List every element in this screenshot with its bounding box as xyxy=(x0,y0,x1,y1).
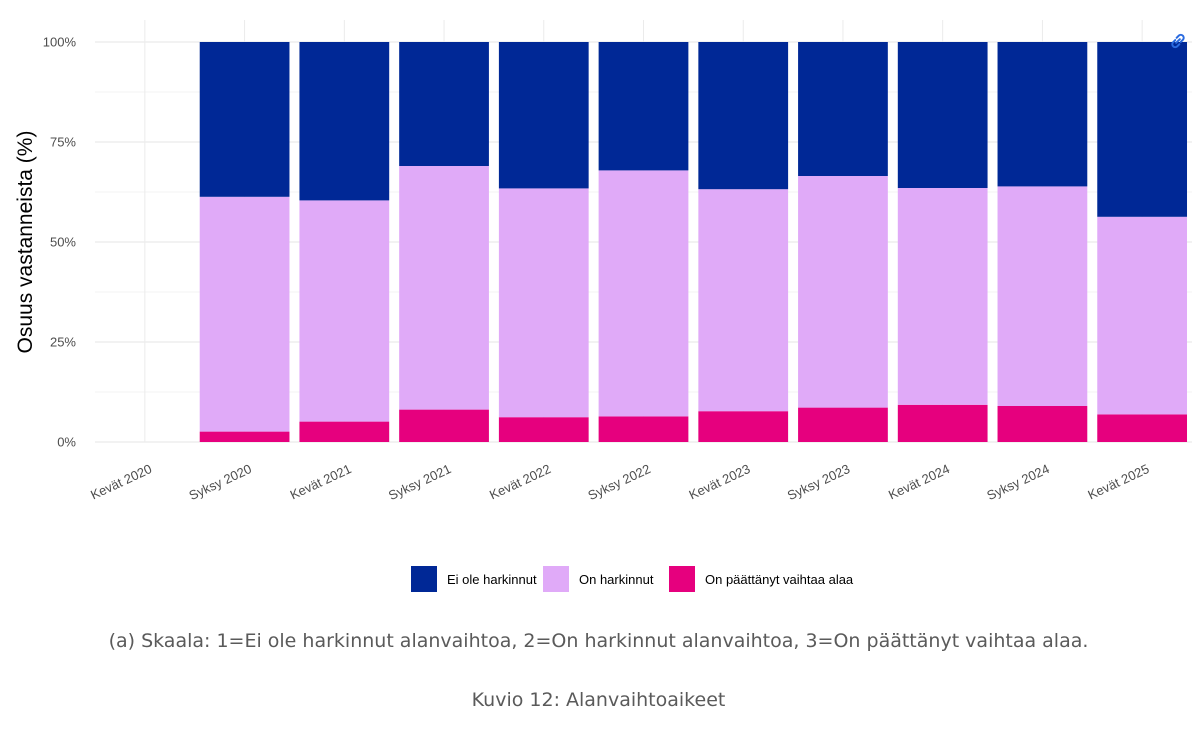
bar-segment xyxy=(299,200,390,422)
x-tick-label: Kevät 2021 xyxy=(288,461,354,502)
bar-segment xyxy=(897,188,988,405)
bar-segment xyxy=(598,42,689,171)
bar-segment xyxy=(399,409,489,442)
bar-segment xyxy=(698,189,789,412)
x-tick-label: Kevät 2024 xyxy=(886,461,952,502)
y-tick-label: 75% xyxy=(50,135,76,150)
subcaption: (a) Skaala: 1=Ei ole harkinnut alanvaiht… xyxy=(108,630,1089,652)
bar-segment xyxy=(598,170,689,417)
link-icon[interactable] xyxy=(1167,30,1189,52)
x-tick-label: Kevät 2020 xyxy=(88,461,154,502)
bar-segment xyxy=(997,42,1088,187)
bar-segment xyxy=(399,42,489,166)
bar-segment xyxy=(798,407,888,442)
bar-segment xyxy=(199,196,290,432)
bar-segment xyxy=(997,406,1088,442)
x-tick-label: Kevät 2023 xyxy=(687,461,753,502)
x-tick-label: Syksy 2021 xyxy=(386,461,453,503)
bar-segment xyxy=(199,42,290,197)
bar-segment xyxy=(1097,216,1188,415)
x-tick-label: Syksy 2024 xyxy=(984,461,1051,503)
bar-segment xyxy=(399,166,489,410)
bar-segment xyxy=(1097,42,1188,217)
x-axis-ticks: Kevät 2020 Syksy 2020 Kevät 2021 Syksy 2021… xyxy=(88,461,1151,503)
bar-segment xyxy=(199,431,290,442)
x-tick-label: Syksy 2020 xyxy=(187,461,254,503)
legend-label: On päättänyt vaihtaa alaa xyxy=(705,572,854,587)
bar-segment xyxy=(897,42,988,188)
legend-swatch xyxy=(411,566,437,592)
bar-segment xyxy=(299,42,390,201)
x-tick-label: Kevät 2022 xyxy=(487,461,553,502)
y-axis-ticks: 0% 25% 50% 75% 100% xyxy=(43,35,77,450)
y-tick-label: 0% xyxy=(57,435,76,450)
bars xyxy=(199,42,1188,442)
legend-label: On harkinnut xyxy=(579,572,654,587)
y-tick-label: 25% xyxy=(50,335,76,350)
x-tick-label: Syksy 2022 xyxy=(586,461,653,503)
bar-segment xyxy=(498,417,589,442)
bar-segment xyxy=(598,416,689,442)
bar-segment xyxy=(698,42,789,190)
figure-caption: Kuvio 12: Alanvaihtoaikeet xyxy=(471,689,726,711)
legend-swatch xyxy=(669,566,695,592)
y-axis-label: Osuus vastanneista (%) xyxy=(14,131,37,354)
bar-segment xyxy=(997,186,1088,406)
bar-segment xyxy=(1097,414,1188,442)
bar-segment xyxy=(897,404,988,442)
bar-segment xyxy=(498,188,589,418)
legend: Ei ole harkinnut On harkinnut On päättänyt… xyxy=(411,566,854,592)
bar-segment xyxy=(798,176,888,408)
legend-swatch xyxy=(543,566,569,592)
y-tick-label: 50% xyxy=(50,235,76,250)
x-tick-label: Syksy 2023 xyxy=(785,461,852,503)
y-tick-label: 100% xyxy=(43,35,77,50)
bar-segment xyxy=(698,411,789,442)
bar-segment xyxy=(299,421,390,442)
legend-label: Ei ole harkinnut xyxy=(447,572,537,587)
bar-segment xyxy=(498,42,589,189)
x-tick-label: Kevät 2025 xyxy=(1085,461,1151,502)
stacked-bar-chart: 0%25%50%75%100% Kevät 2020 Syksy 2020 Kevä… xyxy=(14,20,1192,592)
bar-segment xyxy=(798,42,888,176)
